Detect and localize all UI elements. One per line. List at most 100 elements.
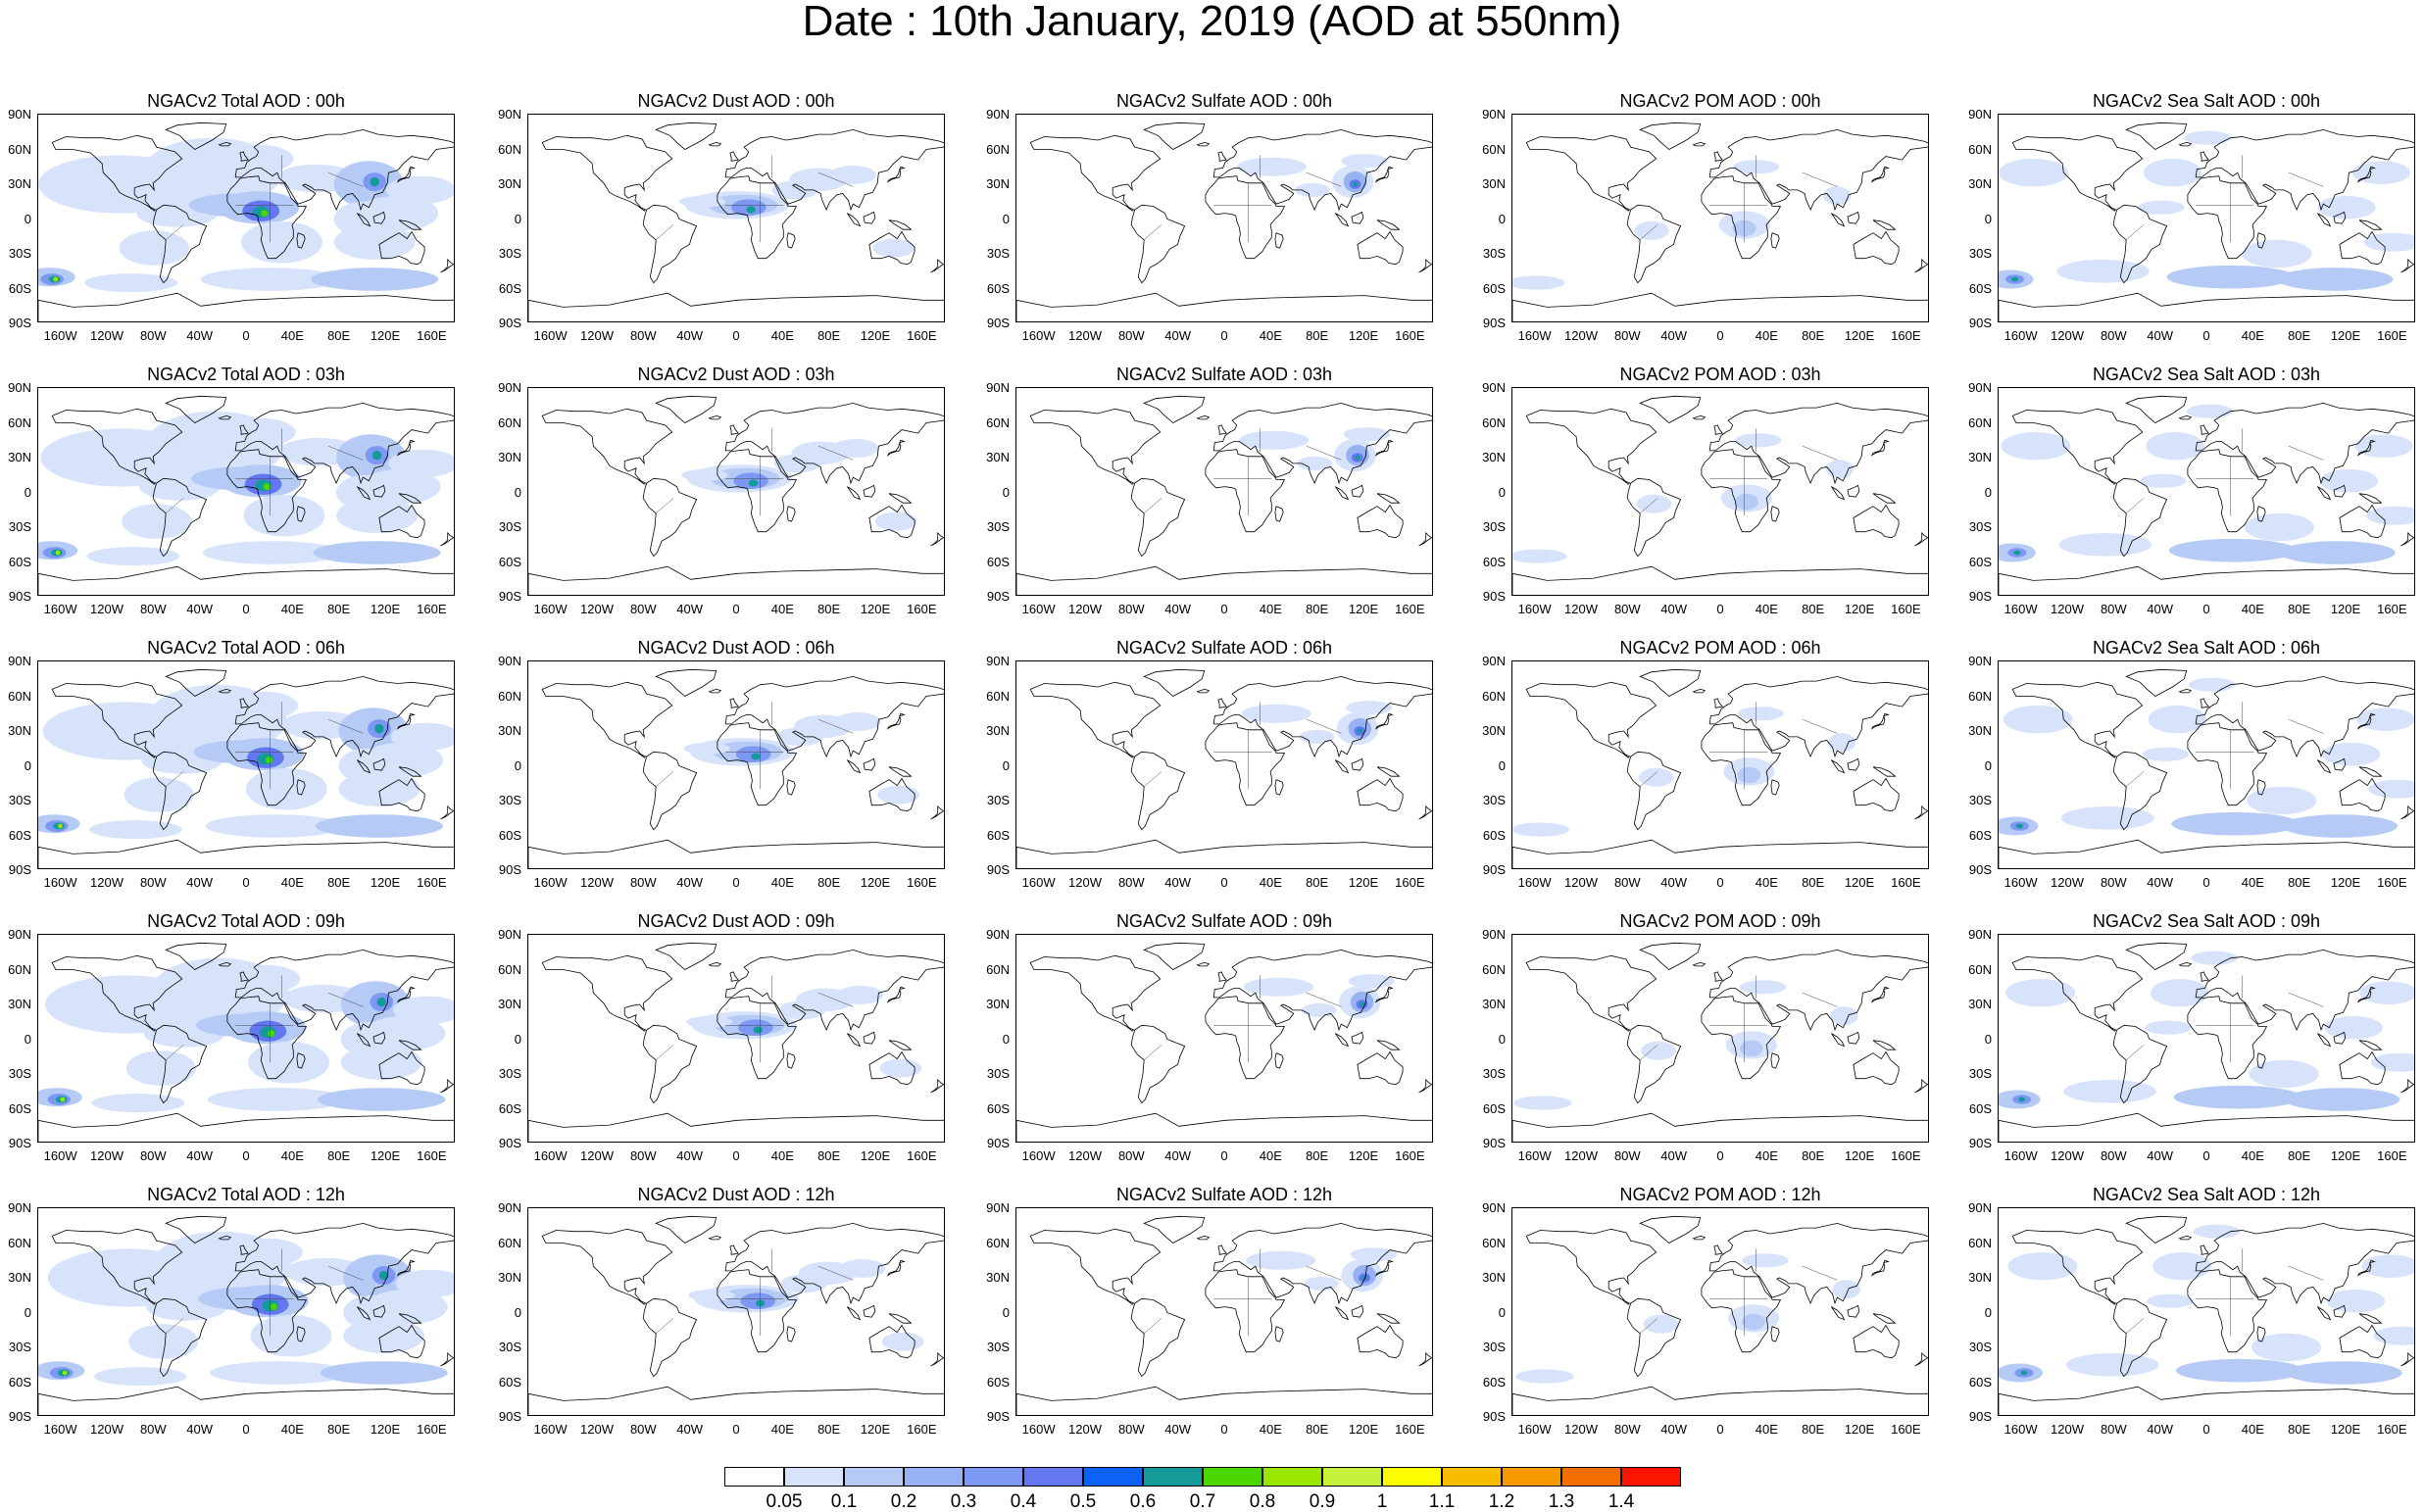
aod-plume	[2251, 1333, 2321, 1362]
lon-tick-label: 80W	[2100, 328, 2127, 343]
lon-tick-label: 40W	[186, 1148, 214, 1163]
coastline	[1639, 1215, 1702, 1244]
coastline	[2011, 954, 2144, 1032]
coastline	[1357, 777, 1404, 812]
aod-plume	[748, 479, 759, 487]
lat-tick-label: 60S	[498, 1374, 521, 1390]
aod-plume	[2189, 677, 2236, 692]
map-canvas	[528, 1215, 944, 1415]
lon-tick-label: 160E	[1891, 1422, 1921, 1437]
lon-tick-label: 120E	[1844, 328, 1875, 343]
aod-plume	[124, 777, 194, 812]
lon-tick-label: 80E	[1306, 602, 1329, 616]
country-border	[656, 498, 674, 513]
aod-plume	[223, 144, 294, 173]
lon-tick-label: 40E	[1259, 328, 1282, 343]
coastline	[1999, 1112, 2414, 1142]
aod-plume	[2279, 541, 2396, 564]
coastline	[234, 949, 454, 1032]
lon-tick-label: 40W	[676, 875, 704, 890]
panel-title: NGACv2 Total AOD : 09h	[147, 911, 345, 931]
lat-tick-label: 60S	[498, 280, 521, 296]
lon-tick-label: 80E	[817, 875, 841, 890]
lon-tick-label: 120E	[2330, 1148, 2361, 1163]
coastline	[528, 292, 944, 321]
lat-tick-label: 0	[514, 484, 521, 500]
coastline	[1770, 506, 1780, 522]
lon-tick-label: 40W	[186, 602, 214, 616]
aod-plume	[1739, 980, 1787, 995]
coastline	[296, 232, 306, 249]
panel-title: NGACv2 Sea Salt AOD : 00h	[2092, 91, 2321, 111]
map-panel: NGACv2 POM AOD : 06h 90N 60N 30N 0 30S 60S 90S 1…	[1474, 637, 1964, 902]
lon-tick-label: 120W	[2051, 1148, 2084, 1163]
lon-tick-label: 80E	[817, 1148, 841, 1163]
aod-plume	[2142, 747, 2190, 761]
map-frame	[527, 387, 945, 596]
coastline	[708, 415, 722, 420]
country-border	[2126, 224, 2145, 240]
map-canvas	[38, 942, 454, 1142]
coastline	[847, 1306, 862, 1321]
lon-tick-label: 120E	[1348, 875, 1379, 890]
map-canvas	[1016, 942, 1432, 1142]
aod-plume	[836, 986, 884, 1004]
coastline	[1525, 1228, 1657, 1305]
panel-title: NGACv2 Sulfate AOD : 03h	[1115, 365, 1333, 384]
aod-plume	[2351, 161, 2411, 184]
coastline	[1016, 1386, 1432, 1415]
coastline	[357, 486, 371, 501]
lat-tick-label: 60S	[1482, 1100, 1506, 1116]
lon-tick-label: 160W	[2004, 1422, 2038, 1437]
lon-tick-label: 80E	[327, 602, 351, 616]
country-border	[1306, 445, 1342, 461]
lat-tick-label: 30S	[498, 1066, 521, 1081]
coastline	[1351, 1031, 1364, 1045]
lat-tick-label: 90N	[986, 107, 1010, 122]
colorbar-swatch	[904, 1467, 964, 1487]
lat-tick-label: 90S	[986, 862, 1010, 877]
lat-tick-label: 90N	[986, 1200, 1010, 1215]
map-panel: NGACv2 Dust AOD : 03h 90N 60N 30N 0 30S 60S 90S…	[490, 364, 980, 628]
coastline	[1335, 213, 1350, 227]
lat-tick-label: 30N	[1968, 723, 1992, 738]
coastline	[1999, 292, 2414, 321]
map-panel: NGACv2 Sea Salt AOD : 12h 90N 60N 30N 0 30S 60…	[1960, 1184, 2424, 1448]
lon-tick-label: 120E	[370, 875, 401, 890]
lat-tick-label: 60N	[8, 1235, 31, 1250]
lat-tick-label: 90S	[1482, 589, 1506, 604]
lat-tick-label: 90S	[1482, 1136, 1506, 1150]
coastline	[2125, 1215, 2188, 1244]
aod-plume	[128, 1324, 199, 1359]
aod-plume	[320, 1361, 448, 1385]
lon-tick-label: 160W	[1517, 1148, 1552, 1163]
coastline	[1143, 122, 1206, 150]
coastline	[1853, 230, 1900, 266]
lon-tick-label: 40W	[1164, 1422, 1192, 1437]
colorbar-label: 0.5	[1069, 1491, 1097, 1512]
aod-plume	[1346, 701, 1393, 715]
lon-tick-label: 120W	[1564, 602, 1598, 616]
coastline	[1130, 1297, 1186, 1378]
map-frame	[37, 660, 455, 869]
aod-plume	[2063, 1080, 2156, 1103]
map-canvas	[1999, 942, 2414, 1142]
aod-plume	[1827, 733, 1856, 753]
panel-title: NGACv2 POM AOD : 00h	[1619, 91, 1821, 111]
lat-tick-label: 30S	[1482, 246, 1506, 261]
aod-plume	[2191, 951, 2238, 965]
lon-tick-label: 0	[242, 1148, 250, 1163]
coastline	[1205, 449, 1286, 533]
lat-tick-label: 0	[24, 211, 31, 226]
lon-tick-label: 120E	[860, 602, 891, 616]
coastline	[1212, 675, 1432, 758]
colorbar-swatch	[1621, 1467, 1681, 1487]
aod-plume	[248, 1041, 329, 1084]
lat-tick-label: 30N	[498, 1270, 521, 1285]
lon-tick-label: 0	[1716, 1148, 1724, 1163]
aod-plume	[2363, 232, 2414, 252]
coastline	[1831, 759, 1846, 774]
coastline	[847, 486, 862, 501]
lon-tick-label: 160W	[533, 1422, 568, 1437]
aod-plume	[2058, 533, 2152, 557]
